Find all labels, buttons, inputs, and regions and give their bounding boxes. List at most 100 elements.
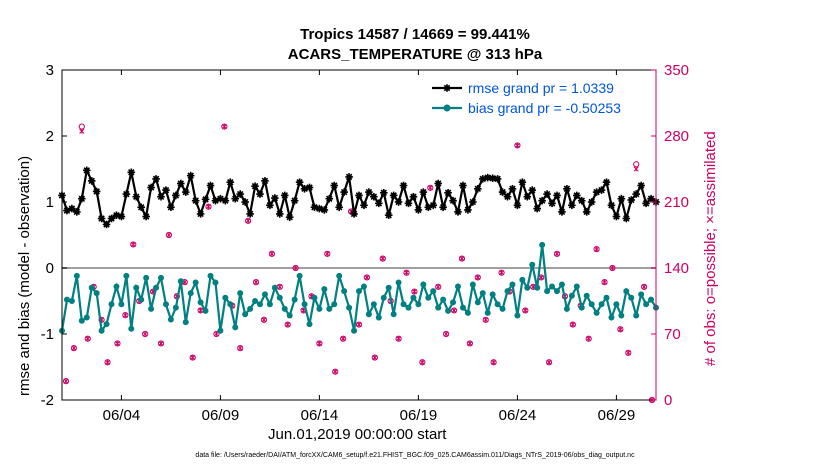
bias-series-point [450, 299, 457, 306]
rmse-series-point [102, 220, 111, 229]
obs-assimilated-point [198, 307, 204, 313]
rmse-series-point [246, 210, 254, 218]
rmse-point-ray [484, 174, 491, 181]
bias-series-point [336, 272, 343, 279]
rmse-series-point [384, 211, 393, 219]
bias-series-point [222, 294, 229, 301]
bias-series-point [425, 294, 432, 301]
obs-possible-point [395, 335, 402, 342]
rmse-point-ray [326, 195, 333, 202]
obs-assimilated-point [538, 274, 544, 280]
bias-series-point [648, 296, 655, 303]
rmse-series-point [147, 183, 155, 192]
bias-series-point [143, 274, 150, 281]
bias-series-point [276, 294, 283, 301]
rmse-series-point [508, 185, 517, 193]
bias-series-point [400, 301, 407, 308]
obs-assimilated-point [594, 246, 600, 252]
rmse-point-ray [598, 186, 605, 194]
legend-rmse-marker [443, 84, 451, 92]
rmse-series-point [419, 188, 428, 196]
legend-bias-label: bias grand pr = -0.50253 [468, 100, 621, 116]
obs-possible-point [62, 378, 70, 385]
rmse-point-ray [192, 197, 199, 204]
obs-possible-point [340, 335, 347, 342]
rmse-series-point [577, 196, 586, 205]
obs-possible-point [633, 161, 640, 168]
bias-series-point [558, 281, 565, 288]
rmse-point-ray [489, 174, 496, 182]
bias-series-point [529, 261, 536, 268]
bias-series-point [415, 301, 422, 308]
y-tick-label-left: 1 [46, 194, 54, 211]
rmse-series-point [538, 196, 546, 205]
obs-assimilated-point [237, 345, 243, 351]
rmse-series-point [459, 181, 467, 190]
rmse-point-ray [578, 197, 586, 204]
obs-assimilated-point [427, 185, 433, 191]
obs-possible-point [260, 316, 268, 323]
rmse-series-point [429, 201, 438, 210]
bias-series-point [598, 301, 605, 308]
rmse-point-ray [454, 208, 462, 216]
obs-assimilated-point [419, 359, 425, 365]
obs-possible-point [514, 142, 521, 149]
bias-series-point [162, 301, 169, 308]
rmse-point-ray [281, 192, 289, 199]
rmse-point-ray [118, 213, 125, 220]
rmse-point-ray [469, 198, 477, 206]
rmse-point-ray [558, 208, 566, 216]
rmse-point-ray [93, 188, 100, 195]
rmse-point-ray [632, 190, 640, 198]
obs-possible-point [324, 250, 331, 257]
rmse-point-ray [291, 197, 298, 204]
rmse-point-ray [177, 180, 185, 187]
bias-series-point [316, 305, 323, 312]
bias-series-point [321, 286, 328, 293]
bias-series-point [588, 301, 595, 308]
bias-series-point [360, 283, 367, 290]
rmse-point-ray [405, 200, 412, 207]
rmse-series-point [256, 190, 264, 198]
rmse-point-ray [162, 186, 170, 194]
rmse-point-ray [400, 182, 407, 189]
obs-assimilated-point [293, 265, 299, 271]
rmse-series-point [280, 191, 289, 200]
bias-series-point [618, 312, 625, 319]
legend-rmse-label: rmse grand pr = 1.0339 [468, 80, 614, 96]
rmse-point-ray [390, 192, 397, 199]
rmse-point-ray [434, 180, 442, 187]
obs-assimilated-point [609, 265, 615, 271]
obs-possible-point [411, 288, 418, 295]
rmse-point-ray [439, 204, 447, 211]
rmse-point-ray [330, 182, 338, 189]
bias-series-point [534, 284, 541, 291]
rmse-point-ray [459, 182, 467, 189]
rmse-point-ray [563, 185, 571, 193]
bias-series-point [420, 281, 427, 288]
bias-series-point [148, 305, 155, 312]
bias-series-point [118, 301, 125, 308]
obs-assimilated-point [554, 251, 560, 257]
bias-series-point [306, 321, 313, 328]
rmse-series-point [97, 214, 106, 223]
rmse-point-ray [618, 195, 625, 202]
bias-series-point [88, 284, 95, 291]
chart-title-line1: Tropics 14587 / 14669 = 99.441% [300, 26, 530, 43]
obs-assimilated-point [63, 378, 69, 384]
rmse-point-ray [345, 173, 353, 181]
obs-assimilated-point [158, 340, 164, 346]
obs-possible-point [569, 321, 576, 328]
rmse-series-point [379, 188, 388, 197]
obs-possible-point [617, 326, 624, 333]
rmse-point-ray [113, 211, 120, 219]
rmse-series-point [142, 212, 150, 221]
bias-series-point [113, 283, 120, 290]
rmse-series-point [582, 208, 591, 216]
obs-possible-point [490, 359, 497, 366]
bias-series-point [603, 294, 610, 301]
obs-possible-point [332, 368, 339, 375]
obs-possible-point [78, 123, 85, 130]
obs-assimilated-point [435, 284, 441, 290]
rmse-point-ray [316, 205, 323, 212]
